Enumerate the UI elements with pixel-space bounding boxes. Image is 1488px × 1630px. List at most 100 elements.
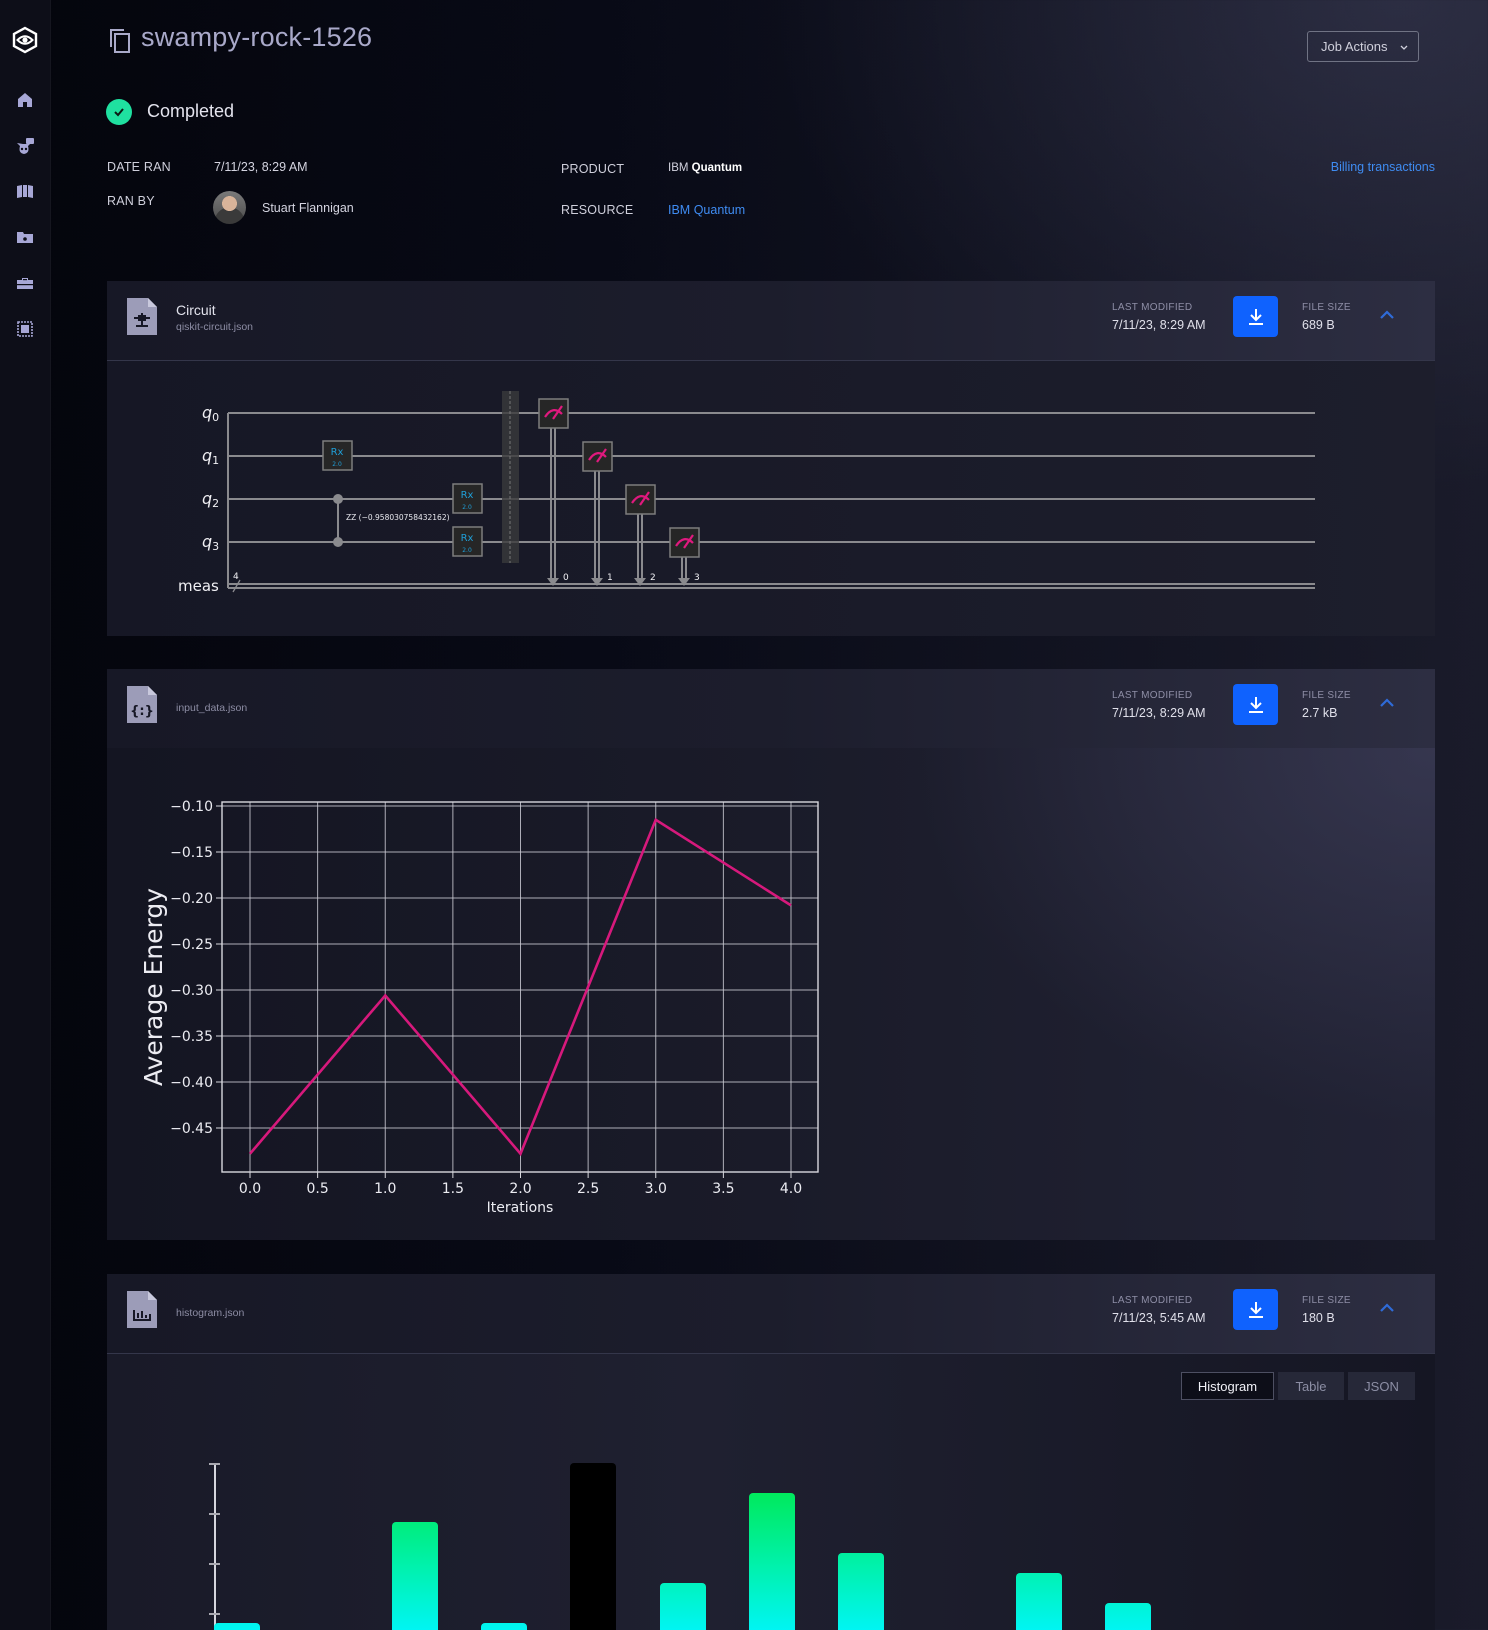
- svg-text:2.0: 2.0: [462, 504, 472, 511]
- file-size-label: FILE SIZE: [1302, 302, 1351, 313]
- measure-gate-q1: 1: [582, 441, 613, 586]
- svg-text:2: 2: [650, 573, 656, 583]
- y-tick-label: −0.35: [170, 1029, 213, 1045]
- histogram-bar[interactable]: [570, 1463, 617, 1630]
- barrier: [502, 391, 519, 563]
- download-button[interactable]: [1233, 684, 1278, 725]
- svg-text:0: 0: [563, 573, 569, 583]
- quantum-circuit-diagram: q0 q1 q2 q3 meas 4 Rx 2.0 ZZ (−0.9580307…: [178, 391, 1315, 595]
- chart-file-icon: [127, 1291, 157, 1328]
- chip-icon[interactable]: [14, 318, 36, 340]
- input-data-file-header[interactable]: {:} input_data.json LAST MODIFIED 7/11/2…: [107, 669, 1435, 749]
- product-prefix: IBM: [668, 162, 689, 174]
- qubit-label-q3: q3: [202, 532, 219, 553]
- y-tick-label: −0.25: [170, 937, 213, 953]
- last-modified-label: LAST MODIFIED: [1112, 1295, 1193, 1306]
- chevron-up-icon[interactable]: [1379, 307, 1395, 319]
- histogram-tick: [209, 1513, 220, 1515]
- y-tick-label: −0.15: [170, 845, 213, 861]
- circuit-file-icon: [127, 298, 157, 335]
- y-tick-label: −0.10: [170, 799, 213, 815]
- circuit-file-header[interactable]: Circuit qiskit-circuit.json LAST MODIFIE…: [107, 281, 1435, 361]
- x-tick-label: 2.0: [509, 1181, 531, 1197]
- product-name: Quantum: [691, 162, 743, 174]
- zz-gate-q2-q3: ZZ (−0.958030758432162): [333, 494, 450, 547]
- folder-icon[interactable]: [14, 226, 36, 248]
- copy-icon[interactable]: [108, 28, 132, 54]
- ran-by-value: Stuart Flannigan: [262, 201, 354, 215]
- histogram-bar[interactable]: [481, 1623, 528, 1630]
- histogram-bar[interactable]: [214, 1623, 260, 1630]
- circuit-diagram-panel: q0 q1 q2 q3 meas 4 Rx 2.0 ZZ (−0.9580307…: [107, 361, 1435, 636]
- histogram-bar[interactable]: [392, 1522, 439, 1630]
- svg-text:2.0: 2.0: [332, 461, 342, 468]
- histogram-bar[interactable]: [1015, 1573, 1062, 1630]
- home-icon[interactable]: [14, 89, 36, 111]
- histogram-bar[interactable]: [748, 1493, 795, 1630]
- qubit-label-q1: q1: [202, 446, 219, 467]
- sidebar: [0, 0, 51, 1630]
- last-modified-value: 7/11/23, 8:29 AM: [1112, 318, 1206, 332]
- histogram-bar[interactable]: [837, 1553, 884, 1630]
- download-button[interactable]: [1233, 296, 1278, 337]
- histogram-file-header[interactable]: histogram.json LAST MODIFIED 7/11/23, 5:…: [107, 1274, 1435, 1354]
- energy-chart-panel: [107, 748, 1435, 1240]
- avatar: [213, 191, 246, 224]
- download-icon: [1248, 696, 1263, 713]
- billing-transactions-link[interactable]: Billing transactions: [1330, 160, 1435, 174]
- job-title: swampy-rock-1526: [141, 22, 373, 52]
- y-tick-label: −0.45: [170, 1121, 213, 1137]
- download-icon: [1248, 308, 1263, 325]
- last-modified-value: 7/11/23, 8:29 AM: [1112, 706, 1206, 720]
- energy-series-line: [249, 817, 792, 1157]
- rx-gate-q1: Rx 2.0: [322, 440, 353, 471]
- product-label: PRODUCT: [561, 162, 625, 176]
- svg-text:Rx: Rx: [461, 490, 474, 501]
- library-book-icon[interactable]: [14, 180, 36, 202]
- histogram-tick: [209, 1563, 220, 1565]
- json-file-icon: {:}: [127, 686, 157, 723]
- download-button[interactable]: [1233, 1289, 1278, 1330]
- histogram-bar[interactable]: [659, 1583, 706, 1630]
- y-tick-label: −0.40: [170, 1075, 213, 1091]
- tab-histogram[interactable]: Histogram: [1181, 1372, 1274, 1400]
- x-tick-label: 1.0: [374, 1181, 396, 1197]
- chevron-up-icon[interactable]: [1379, 1300, 1395, 1312]
- average-energy-line-chart: 0.0 0.5 1.0 1.5 2.0 2.5 3.0 3.5 4.0 −0.10 −0.15 −0.…: [139, 799, 819, 1216]
- qubit-label-q0: q0: [202, 403, 219, 424]
- file-name: qiskit-circuit.json: [176, 321, 254, 333]
- logo-eye-hexagon-icon[interactable]: [11, 26, 39, 54]
- qubit-label-q2: q2: [202, 489, 219, 510]
- resource-label: RESOURCE: [561, 203, 634, 217]
- x-tick-label: 0.5: [306, 1181, 328, 1197]
- alien-chat-icon[interactable]: [14, 135, 36, 157]
- x-tick-label: 4.0: [780, 1181, 802, 1197]
- svg-text:3: 3: [694, 573, 700, 583]
- svg-text:2.0: 2.0: [462, 547, 472, 554]
- date-ran-label: DATE RAN: [107, 160, 171, 174]
- file-name: input_data.json: [176, 702, 248, 714]
- briefcase-icon[interactable]: [14, 272, 36, 294]
- product-value: IBM Quantum: [668, 162, 742, 174]
- svg-text:{:}: {:}: [130, 704, 154, 719]
- tab-table[interactable]: Table: [1278, 1372, 1344, 1400]
- svg-text:Rx: Rx: [461, 533, 474, 544]
- last-modified-label: LAST MODIFIED: [1112, 690, 1193, 701]
- histogram-bar[interactable]: [1105, 1603, 1151, 1630]
- classical-width-label: 4: [233, 572, 239, 582]
- histogram-y-axis: [214, 1463, 216, 1630]
- histogram-tick: [209, 1463, 220, 1465]
- measure-gate-q3: 3: [669, 527, 700, 586]
- y-tick-label: −0.30: [170, 983, 213, 999]
- x-tick-label: 2.5: [577, 1181, 599, 1197]
- last-modified-label: LAST MODIFIED: [1112, 302, 1193, 313]
- tab-json[interactable]: JSON: [1348, 1372, 1415, 1400]
- date-ran-value: 7/11/23, 8:29 AM: [214, 160, 308, 174]
- file-size-value: 689 B: [1302, 318, 1335, 332]
- last-modified-value: 7/11/23, 5:45 AM: [1112, 1311, 1206, 1325]
- job-actions-button[interactable]: Job Actions: [1307, 31, 1419, 62]
- chevron-up-icon[interactable]: [1379, 695, 1395, 707]
- resource-link[interactable]: IBM Quantum: [668, 203, 746, 217]
- status-completed-icon: [106, 99, 132, 125]
- y-axis-label: Average Energy: [139, 888, 168, 1086]
